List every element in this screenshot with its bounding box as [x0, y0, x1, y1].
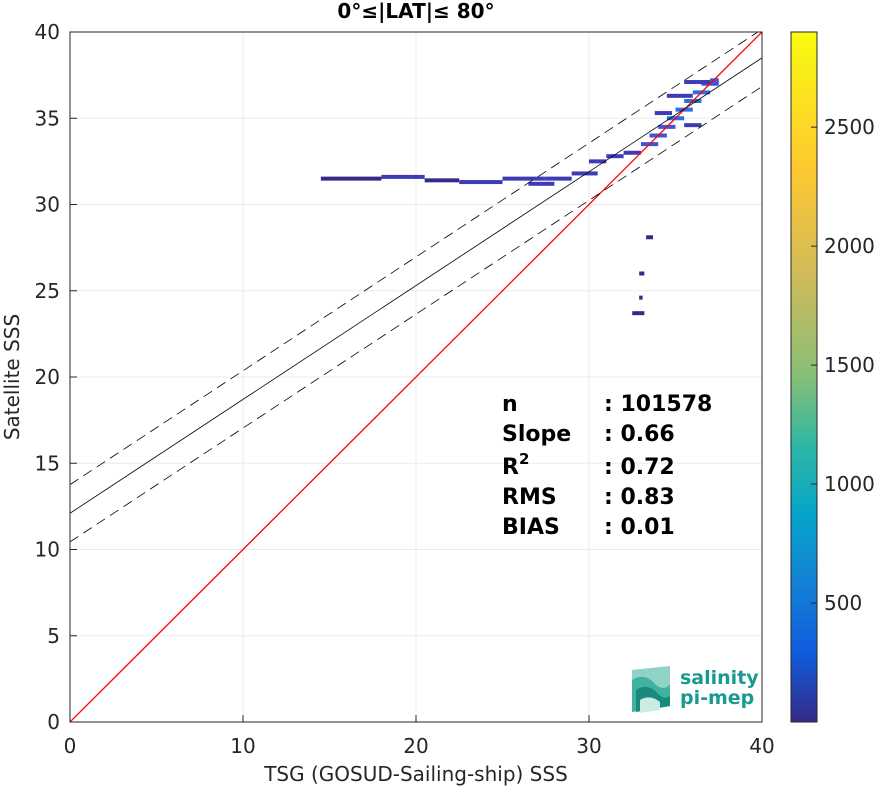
density-cell — [424, 178, 460, 183]
density-cell — [502, 176, 546, 181]
regression-line — [70, 57, 762, 514]
y-tick-label: 25 — [35, 279, 60, 303]
colorbar-ticks: 500 1000 1500 2000 2500 — [811, 115, 875, 615]
stat-label: R2 — [502, 450, 529, 480]
density-cell — [571, 171, 598, 176]
density-cell — [684, 123, 702, 128]
y-tick-label: 10 — [35, 538, 60, 562]
density-cell — [639, 271, 645, 276]
density-cell — [654, 111, 673, 116]
stat-value: : 0.72 — [604, 455, 675, 480]
colorbar: 500 1000 1500 2000 2500 — [790, 31, 875, 723]
y-tick-label: 15 — [35, 451, 60, 475]
density-cell — [528, 181, 555, 186]
density-cell — [632, 311, 645, 316]
y-axis-ticks: 0 5 10 15 20 25 30 35 40 — [35, 20, 77, 734]
stat-value: : 0.66 — [604, 422, 675, 447]
stat-label: RMS — [502, 485, 557, 510]
stat-value: : 0.01 — [604, 515, 675, 540]
density-cells — [320, 78, 719, 316]
y-tick-label: 20 — [35, 365, 60, 389]
x-tick-label: 20 — [403, 734, 428, 758]
x-tick-label: 40 — [749, 734, 774, 758]
x-axis-label: TSG (GOSUD-Sailing-ship) SSS — [263, 762, 568, 786]
stat-value: : 0.83 — [604, 485, 675, 510]
logo-line-2: pi-mep — [680, 687, 754, 709]
y-tick-label: 40 — [35, 20, 60, 44]
logo-line-1: salinity — [680, 667, 759, 689]
y-tick-label: 0 — [47, 710, 60, 734]
density-cell — [684, 80, 711, 85]
density-cell — [606, 154, 624, 159]
density-cell — [545, 176, 572, 181]
density-cell — [639, 295, 643, 300]
regression-bound-line — [70, 86, 762, 543]
reference-lines — [70, 32, 762, 722]
colorbar-tick-label: 2000 — [824, 234, 875, 258]
colorbar-tick-label: 1000 — [824, 472, 875, 496]
colorbar-tick-label: 2500 — [824, 115, 875, 139]
colorbar-tick-label: 1500 — [824, 353, 875, 377]
y-tick-label: 5 — [47, 624, 60, 648]
x-axis-ticks: 0 10 20 30 40 — [64, 715, 775, 758]
colorbar-gradient — [790, 31, 818, 723]
y-axis-label: Satellite SSS — [0, 314, 24, 440]
stats-box: n : 101578 Slope : 0.66 R2 : 0.72 RMS : 0.83 BIA… — [502, 392, 712, 540]
density-cell — [381, 174, 425, 179]
x-tick-label: 30 — [576, 734, 601, 758]
colorbar-tick-label: 500 — [824, 591, 862, 615]
density-cell — [589, 159, 607, 164]
salinity-pi-mep-logo: salinity pi-mep — [632, 666, 759, 713]
density-cell — [666, 93, 693, 98]
y-tick-label: 30 — [35, 193, 60, 217]
chart-title: 0°≤|LAT|≤ 80° — [337, 0, 494, 23]
y-tick-label: 35 — [35, 106, 60, 130]
x-tick-label: 10 — [230, 734, 255, 758]
stat-label-superscript: 2 — [519, 450, 529, 468]
density-cell — [623, 150, 641, 155]
density-cell — [459, 180, 503, 185]
stat-label: Slope — [502, 422, 571, 447]
regression-bound-line — [70, 32, 759, 485]
stat-label: n — [502, 392, 518, 417]
density-cell — [320, 176, 382, 181]
stat-label: BIAS — [502, 515, 560, 540]
x-tick-label: 0 — [64, 734, 77, 758]
wave-logo-icon — [632, 666, 670, 713]
density-cell — [646, 235, 654, 240]
one-to-one-line — [70, 32, 762, 722]
stat-value: : 101578 — [604, 392, 712, 417]
